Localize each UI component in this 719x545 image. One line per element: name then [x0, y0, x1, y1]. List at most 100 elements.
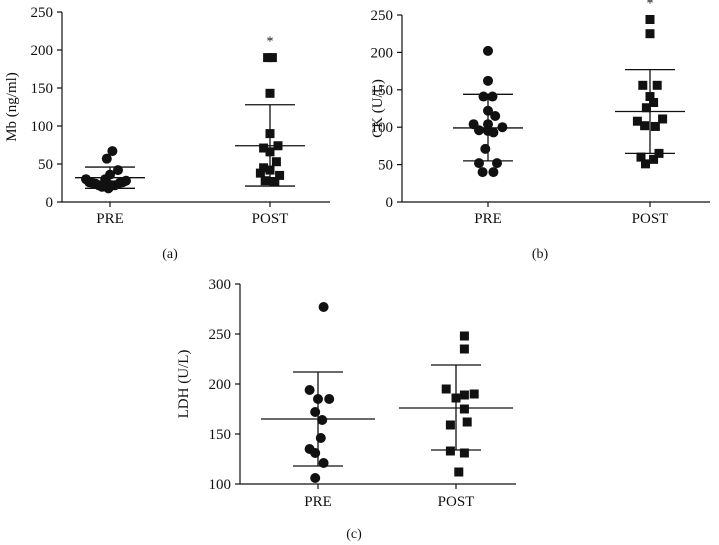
significance-marker: * — [267, 35, 274, 50]
x-tick-label: POST — [438, 494, 475, 510]
data-point-post — [638, 80, 648, 90]
y-tick-label: 100 — [371, 120, 394, 136]
data-point-pre — [497, 122, 508, 133]
data-point-pre — [488, 167, 499, 178]
y-tick-label: 100 — [31, 119, 54, 135]
data-point-pre — [315, 433, 326, 443]
y-tick-label: 150 — [31, 81, 54, 97]
data-point-pre — [480, 143, 491, 154]
data-point-post — [645, 92, 655, 102]
data-point-post — [649, 154, 659, 164]
data-point-post — [459, 390, 469, 400]
data-point-post — [652, 80, 662, 90]
chart-panel-2: 0 50 100 150 200 250 CK (U/L) PRE POST * (b) — [370, 0, 710, 262]
data-point-post — [645, 29, 655, 39]
y-tick-label: 100 — [209, 477, 232, 493]
data-point-pre — [324, 394, 335, 404]
x-tick-label: PRE — [304, 494, 332, 510]
y-tick-label: 200 — [371, 45, 394, 61]
x-tick-label: POST — [252, 211, 289, 227]
x-tick-label: PRE — [96, 211, 124, 227]
y-axis-label: CK (U/L) — [370, 79, 386, 138]
panel-label: (a) — [162, 247, 178, 262]
data-point-pre — [474, 125, 484, 136]
data-point-post — [641, 103, 651, 113]
data-point-pre — [483, 105, 493, 116]
data-point-post — [649, 98, 659, 108]
data-point-post — [267, 53, 277, 63]
y-tick-label: 250 — [371, 8, 394, 24]
data-point-pre — [121, 175, 131, 186]
data-point-pre — [483, 75, 493, 86]
data-point-post — [259, 143, 269, 153]
data-point-post — [650, 121, 660, 131]
y-axis-label: Mb (ng/ml) — [4, 72, 20, 142]
y-tick-label: 150 — [209, 427, 232, 443]
data-point-post — [265, 129, 275, 139]
data-point-pre — [304, 385, 315, 395]
data-point-pre — [317, 415, 328, 425]
data-point-pre — [492, 158, 502, 169]
data-point-post — [273, 141, 283, 151]
data-point-post — [459, 344, 469, 354]
data-point-pre — [488, 127, 499, 138]
y-tick-label: 150 — [371, 83, 394, 99]
data-point-post — [654, 148, 664, 158]
significance-marker: * — [647, 0, 654, 11]
y-tick-label: 200 — [209, 377, 232, 393]
data-point-post — [259, 163, 269, 173]
data-point-post — [645, 14, 655, 24]
data-point-post — [632, 116, 642, 126]
y-tick-label: 250 — [209, 327, 232, 343]
data-point-post — [265, 147, 275, 157]
data-point-post — [658, 114, 668, 124]
data-point-post — [263, 53, 273, 63]
data-point-post — [469, 389, 479, 399]
y-axis-label: LDH (U/L) — [176, 350, 192, 419]
data-point-pre — [310, 407, 321, 417]
data-point-post — [451, 393, 461, 403]
y-tick-label: 50 — [378, 158, 393, 174]
data-point-pre — [487, 91, 498, 102]
data-point-pre — [313, 394, 323, 404]
data-point-post — [265, 88, 275, 98]
data-point-post — [454, 467, 464, 477]
data-point-pre — [318, 458, 329, 468]
data-point-pre — [107, 146, 118, 157]
data-point-pre — [490, 110, 501, 121]
data-point-post — [640, 121, 650, 131]
y-tick-label: 250 — [31, 5, 54, 21]
x-tick-label: PRE — [474, 211, 502, 227]
data-point-post — [459, 404, 469, 414]
data-point-pre — [474, 158, 484, 169]
data-point-pre — [310, 448, 321, 458]
data-point-post — [641, 159, 650, 169]
data-point-post — [275, 170, 285, 180]
data-point-post — [445, 446, 455, 456]
y-tick-label: 200 — [31, 43, 54, 59]
data-point-pre — [105, 169, 115, 180]
data-point-post — [270, 176, 280, 186]
data-point-pre — [318, 302, 329, 312]
data-point-pre — [113, 165, 123, 176]
data-point-post — [441, 384, 451, 394]
data-point-pre — [478, 91, 489, 102]
data-point-pre — [101, 153, 112, 164]
data-point-post — [445, 420, 455, 430]
chart-panel-1: 0 50 100 150 200 250 Mb (ng/ml) PRE POST * (a) — [4, 5, 330, 262]
y-tick-label: 50 — [38, 157, 53, 173]
panel-label: (c) — [346, 527, 362, 542]
data-point-pre — [483, 45, 493, 56]
x-tick-label: POST — [632, 211, 669, 227]
data-point-post — [636, 152, 646, 162]
panel-label: (b) — [532, 247, 549, 262]
data-point-pre — [477, 167, 488, 178]
y-tick-label: 300 — [209, 277, 232, 293]
data-point-post — [271, 157, 281, 167]
data-point-post — [459, 331, 469, 341]
data-point-post — [459, 448, 469, 458]
data-point-pre — [310, 473, 321, 483]
data-point-post — [462, 417, 472, 427]
y-tick-label: 0 — [386, 195, 394, 211]
